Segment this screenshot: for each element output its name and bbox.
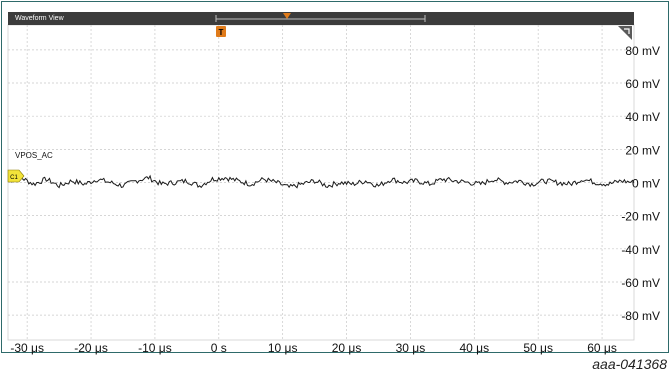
- y-tick-label: 80 mV: [625, 44, 660, 58]
- x-tick-label: 40 μs: [460, 341, 490, 355]
- x-tick-label: 50 μs: [523, 341, 553, 355]
- trigger-marker-bg: [216, 26, 226, 37]
- x-tick-label: 0 s: [211, 341, 227, 355]
- channel-badge-label: C1: [10, 175, 18, 181]
- window-title: Waveform View: [15, 15, 64, 22]
- plot-grid: [7, 24, 635, 341]
- zoom-corner-icon[interactable]: [618, 26, 632, 40]
- trigger-marker-label: T: [219, 28, 224, 37]
- y-tick-labels: 80 mV 60 mV 40 mV 20 mV 0 mV -20 mV -40 mV -60 …: [621, 44, 660, 323]
- series-line-vpos-ac: [7, 174, 635, 189]
- overview-ruler[interactable]: [8, 12, 634, 25]
- y-tick-label: -40 mV: [621, 243, 660, 257]
- y-tick-label: -80 mV: [621, 309, 660, 323]
- y-tick-label: 20 mV: [625, 143, 660, 157]
- y-tick-label: 60 mV: [625, 77, 660, 91]
- y-tick-label: -60 mV: [621, 276, 660, 290]
- x-tick-label: 30 μs: [396, 341, 426, 355]
- x-tick-label: 10 μs: [268, 341, 298, 355]
- x-tick-label: 20 μs: [332, 341, 362, 355]
- x-tick-label: -20 μs: [74, 341, 108, 355]
- x-tick-labels: -30 μs -20 μs -10 μs 0 s 10 μs 20 μs 30 μs 40 μ…: [10, 341, 616, 355]
- y-tick-label: 40 mV: [625, 110, 660, 124]
- overview-trigger-marker: [283, 13, 291, 19]
- y-tick-label: -20 mV: [621, 210, 660, 224]
- trace-layer: [7, 174, 635, 189]
- trigger-marker[interactable]: T: [214, 25, 228, 39]
- x-tick-label: 60 μs: [587, 341, 617, 355]
- x-tick-label: -30 μs: [10, 341, 44, 355]
- figure-id: aaa-041368: [592, 356, 667, 372]
- channel-badge[interactable]: C1: [7, 169, 25, 183]
- waveform-frame: [1, 1, 669, 353]
- title-bar[interactable]: Waveform View: [8, 12, 634, 25]
- channel-badge-bg: [7, 169, 25, 183]
- channel-label: VPOS_AC: [15, 151, 53, 160]
- x-tick-label: -10 μs: [138, 341, 172, 355]
- y-tick-label: 0 mV: [632, 177, 660, 191]
